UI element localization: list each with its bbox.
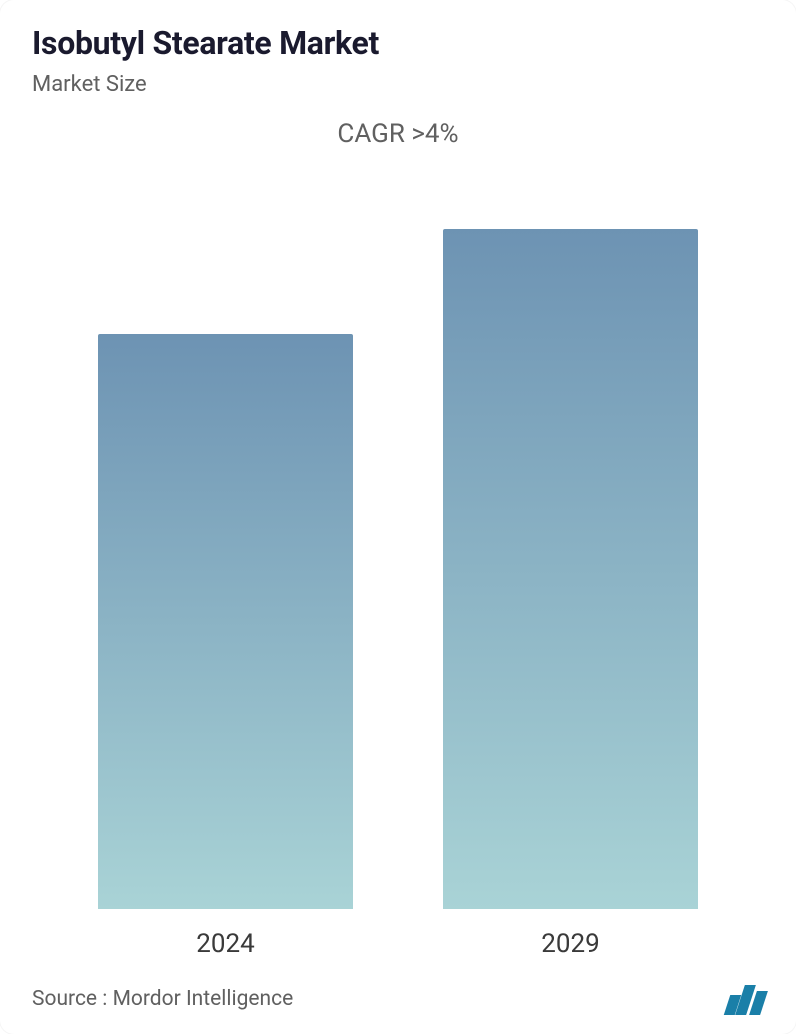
cagr-value: >4% bbox=[411, 119, 458, 149]
bar-1 bbox=[443, 229, 698, 909]
cagr-label: CAGR bbox=[337, 119, 411, 149]
chart-subtitle: Market Size bbox=[32, 72, 764, 97]
bar-group-0: 2024 bbox=[98, 334, 353, 959]
bar-label-0: 2024 bbox=[196, 929, 254, 959]
bar-group-1: 2029 bbox=[443, 229, 698, 959]
footer: Source : Mordor Intelligence bbox=[32, 959, 764, 1019]
chart-card: Isobutyl Stearate Market Market Size CAG… bbox=[0, 0, 796, 1034]
bar-label-1: 2029 bbox=[541, 929, 599, 959]
cagr-row: CAGR >4% bbox=[32, 119, 764, 149]
chart-title: Isobutyl Stearate Market bbox=[32, 24, 764, 62]
bar-0 bbox=[98, 334, 353, 909]
source-text: Source : Mordor Intelligence bbox=[32, 987, 293, 1011]
bar-chart: 2024 2029 bbox=[32, 169, 764, 959]
brand-logo-icon bbox=[727, 983, 764, 1015]
